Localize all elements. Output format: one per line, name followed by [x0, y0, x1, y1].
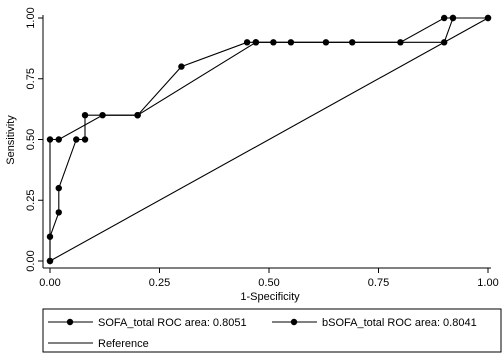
series-line-3 [49, 17, 489, 262]
x-tick-label: 0.50 [258, 277, 279, 289]
x-tick-label: 0.25 [149, 277, 170, 289]
legend: SOFA_total ROC area: 0.8051 bSOFA_total R… [42, 308, 502, 353]
y-tick-label: 0.25 [25, 190, 37, 211]
data-point [252, 39, 260, 46]
data-point [55, 136, 62, 143]
legend-label-1: SOFA_total ROC area: 0.8051 [98, 317, 247, 329]
data-point [55, 209, 62, 216]
legend-label-3: Reference [98, 338, 149, 350]
y-tick-label: 1.00 [25, 7, 37, 28]
data-point [81, 136, 89, 143]
legend-key-marker [290, 318, 298, 326]
data-point [441, 14, 448, 22]
x-axis-title: 1-Specificity [240, 291, 300, 303]
legend-key-marker [66, 318, 74, 326]
legend-box [42, 308, 502, 353]
data-point [81, 112, 89, 119]
data-point [55, 184, 62, 192]
y-tick-label: 0.75 [25, 68, 37, 89]
data-point [397, 39, 404, 46]
data-point [178, 63, 185, 70]
y-axis-title: Sensitivity [5, 115, 17, 165]
data-point [449, 14, 457, 22]
data-point [99, 112, 106, 119]
x-tick-label: 1.00 [477, 277, 498, 289]
x-tick-label: 0.00 [39, 277, 60, 289]
data-point [73, 136, 80, 143]
legend-label-2: bSOFA_total ROC area: 0.8041 [322, 317, 477, 329]
data-point [243, 39, 251, 46]
y-tick-label: 0.50 [25, 129, 37, 150]
y-tick-label: 0.00 [25, 250, 37, 271]
data-point [134, 112, 141, 119]
series-line-2 [49, 17, 488, 261]
x-tick-label: 0.75 [368, 277, 389, 289]
data-point [46, 136, 54, 143]
plot-area: 0.00 0.25 0.50 0.75 1.00 0.00 0.25 0.50 0.75 1.00 [25, 7, 499, 289]
